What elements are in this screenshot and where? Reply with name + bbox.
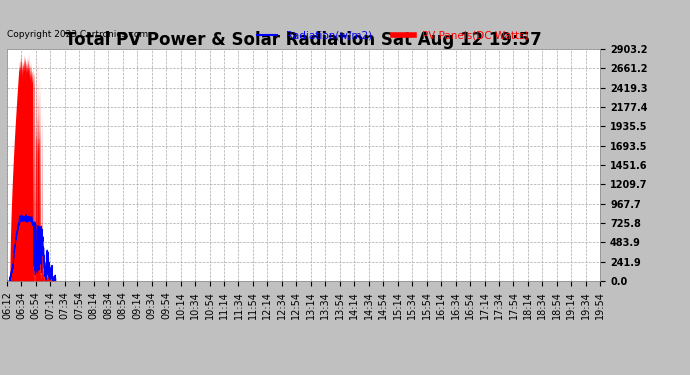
Text: Copyright 2023 Cartronics.com: Copyright 2023 Cartronics.com xyxy=(7,30,148,39)
Legend: Radiation(w/m2), PV Panels(DC Watts): Radiation(w/m2), PV Panels(DC Watts) xyxy=(253,26,533,44)
Title: Total PV Power & Solar Radiation Sat Aug 12 19:57: Total PV Power & Solar Radiation Sat Aug… xyxy=(66,31,542,49)
